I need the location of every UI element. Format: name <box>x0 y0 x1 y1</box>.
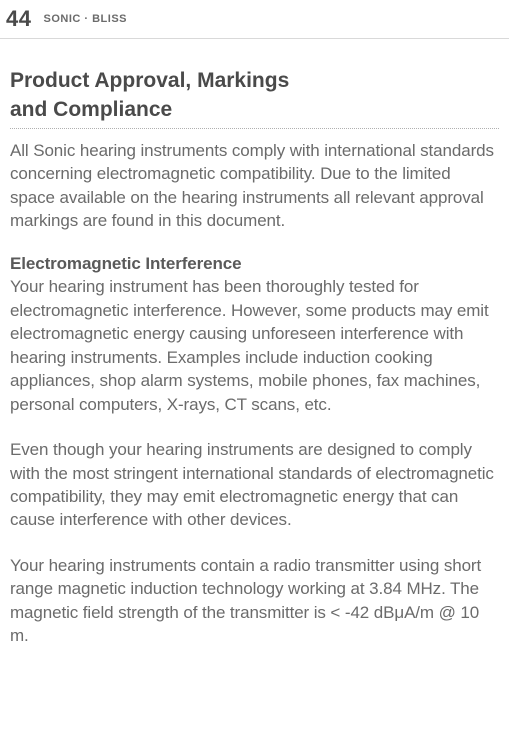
intro-paragraph: All Sonic hearing instruments comply wit… <box>10 139 499 233</box>
page-header: 44 SONIC · BLISS <box>0 0 509 38</box>
page-number: 44 <box>0 6 43 32</box>
subheading-interference: Electromagnetic Interference <box>10 254 499 274</box>
interference-paragraph-3: Your hearing instruments contain a radio… <box>10 554 499 648</box>
section-title-line2: and Compliance <box>10 96 499 128</box>
interference-paragraph-2: Even though your hearing instruments are… <box>10 438 499 532</box>
section-title-line1: Product Approval, Markings <box>10 67 499 94</box>
header-label: SONIC · BLISS <box>43 13 127 25</box>
interference-paragraph-1: Your hearing instrument has been thoroug… <box>10 275 499 416</box>
page-content: Product Approval, Markings and Complianc… <box>0 39 509 648</box>
